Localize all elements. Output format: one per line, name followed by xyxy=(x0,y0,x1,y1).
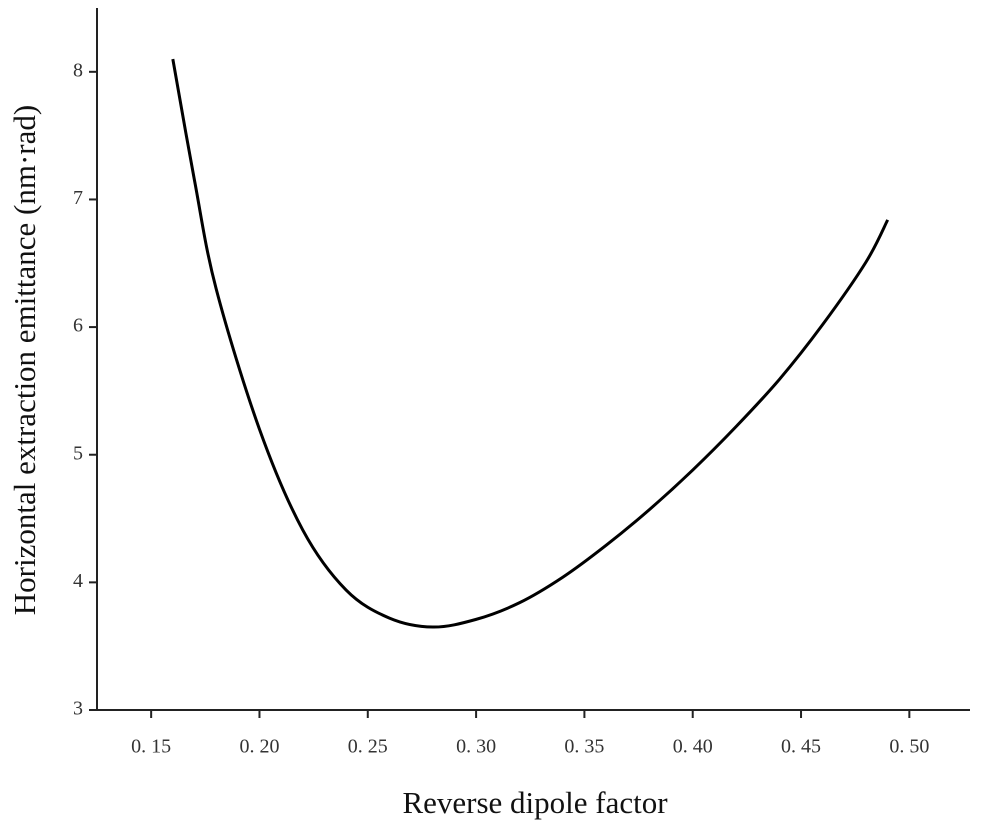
y-axis-title: Horizontal extraction emittance (nm·rad) xyxy=(7,105,42,615)
y-tick-label: 4 xyxy=(73,570,83,592)
x-tick-label: 0. 35 xyxy=(564,736,604,758)
x-tick-label: 0. 15 xyxy=(131,736,171,758)
x-tick-label: 0. 50 xyxy=(889,736,929,758)
y-tick-label: 5 xyxy=(73,442,83,464)
x-tick-label: 0. 25 xyxy=(348,736,388,758)
x-tick-label: 0. 45 xyxy=(781,736,821,758)
x-tick-label: 0. 20 xyxy=(239,736,279,758)
x-axis-title: Reverse dipole factor xyxy=(402,785,668,820)
y-tick-label: 3 xyxy=(73,698,83,720)
y-tick-label: 6 xyxy=(73,315,83,337)
line xyxy=(171,58,890,629)
y-tick-label: 8 xyxy=(73,59,83,81)
x-tick-label: 0. 40 xyxy=(673,736,713,758)
y-tick-label: 7 xyxy=(73,187,83,209)
x-tick-label: 0. 30 xyxy=(456,736,496,758)
